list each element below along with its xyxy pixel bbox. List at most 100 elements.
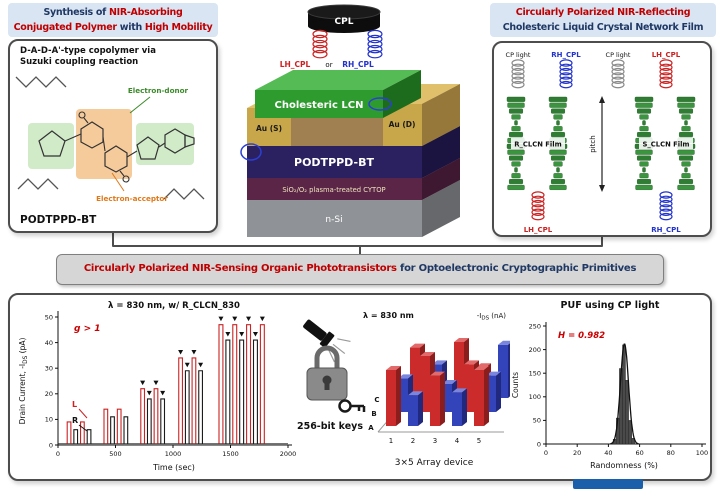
nsi-side: [422, 180, 460, 237]
tick-label: 20: [45, 390, 53, 398]
subtitle-line2: Suzuki coupling reaction: [20, 57, 139, 67]
bar-front: [408, 395, 418, 426]
lh-coil-top: [659, 59, 673, 89]
photocurrent-pulse: [191, 357, 197, 444]
carbonyl-o-2: [122, 175, 130, 183]
annotation-ellipse-right: [368, 97, 392, 111]
title-synthesis: Synthesis of: [43, 7, 109, 18]
coil-loop: [559, 59, 573, 67]
key-bow: [338, 399, 352, 413]
rh-coil-bottom: [659, 191, 673, 221]
pulse-marker: [184, 362, 190, 368]
tick-label: 0: [544, 449, 548, 457]
bar-front: [454, 342, 464, 398]
coil-loop: [531, 195, 545, 204]
pulse-marker: [225, 332, 231, 337]
thiophene-ring-right: [136, 136, 160, 160]
beam-line-1: [337, 338, 351, 343]
bar-front: [410, 347, 420, 398]
bracket-line: [112, 233, 603, 254]
bar-top: [432, 360, 447, 365]
pulse-marker: [153, 380, 159, 386]
helix-disc: [636, 155, 652, 161]
helix-disc: [642, 167, 646, 173]
photocurrent-pulse: [252, 339, 258, 444]
coil-loop: [531, 191, 545, 199]
helix-disc: [549, 149, 567, 155]
helix-disc: [677, 102, 695, 108]
pitch-arrow-down: [599, 185, 605, 192]
coil-loop: [531, 212, 545, 221]
helix-disc: [636, 179, 652, 185]
osc-side: [422, 126, 460, 178]
dpp-ring-2: [104, 145, 128, 173]
bottom-box: [8, 293, 712, 481]
photocurrent-pulse: [178, 357, 183, 444]
coil-loop: [559, 72, 573, 80]
right-panel-box: CP light RH_CPL CP light LH_CPL R_CLCN F…: [492, 41, 712, 237]
dielectric-label: SiO₂/O₂ plasma-treated CYTOP: [282, 186, 385, 194]
helix-disc: [506, 96, 526, 102]
r-film-label-bg: [511, 138, 565, 149]
coil-loop: [367, 49, 383, 59]
bar-side: [440, 371, 445, 426]
helix-disc: [635, 184, 653, 191]
helix-disc: [639, 114, 649, 120]
coil-loop: [659, 80, 673, 89]
photocurrent-pulse: [110, 416, 115, 444]
cp-light-label-2: CP light: [606, 51, 631, 59]
helix-disc: [514, 120, 518, 126]
keys-label: 256-bit keys: [296, 421, 364, 432]
coil-loop: [531, 199, 545, 208]
helix-disc: [553, 126, 563, 132]
bar-front: [430, 375, 440, 426]
coil-loop: [367, 44, 383, 54]
bar-top: [452, 388, 467, 393]
helix-disc: [508, 179, 524, 185]
polymer-name: PODTPPD-BT: [20, 214, 97, 226]
transient-xlabel: Time (sec): [152, 463, 195, 472]
pitch-arrow-up: [599, 96, 605, 103]
cytop-side: [422, 158, 460, 200]
donor-highlight-left: [28, 123, 74, 169]
s-film-label: S_CLCN Film: [642, 141, 689, 149]
tick-label: 40: [604, 449, 612, 457]
helix-disc: [639, 161, 649, 167]
helix-disc: [508, 132, 524, 138]
lhcpl-top-label: LH_CPL: [652, 51, 681, 59]
label-R-arrow: [78, 424, 88, 432]
helix-disc: [549, 184, 567, 191]
device-figure: CPL LH_CPL or RH_CPL Cholesteric LCN Au …: [240, 4, 460, 237]
tick-label: 4: [455, 437, 460, 445]
helix-disc: [681, 161, 691, 167]
helix-disc: [681, 173, 691, 179]
bar-front: [398, 378, 408, 412]
beam-line-3: [328, 349, 335, 363]
label-L: L: [72, 400, 77, 409]
array-title: λ = 830 nm: [363, 311, 414, 320]
pulse-marker: [239, 332, 245, 337]
coil-loop: [611, 67, 625, 76]
helix-disc: [636, 108, 652, 114]
rh-coil-icon: [367, 29, 383, 59]
tick-label: 20: [573, 449, 581, 457]
histogram-bar: [628, 420, 632, 445]
clcn-figure: CP light RH_CPL CP light LH_CPL R_CLCN F…: [506, 51, 696, 234]
coil-loop: [511, 67, 525, 76]
title-conjugated-polymer: Conjugated Polymer: [13, 22, 117, 33]
helix-disc: [508, 108, 524, 114]
coil-loop: [531, 208, 545, 217]
photocurrent-pulse: [79, 421, 85, 444]
lcn-front: [255, 90, 383, 118]
lcn-side: [383, 70, 421, 118]
helix-disc: [550, 179, 566, 185]
helix-disc: [635, 149, 653, 155]
bar-side: [396, 366, 401, 426]
padlock-shackle: [314, 345, 340, 368]
photocurrent-pulse: [66, 421, 72, 444]
or-label: or: [325, 61, 332, 69]
key-icon: [338, 399, 366, 413]
helix-disc: [514, 167, 518, 173]
crypto-icons: [303, 319, 366, 413]
coil-loop: [659, 191, 673, 199]
